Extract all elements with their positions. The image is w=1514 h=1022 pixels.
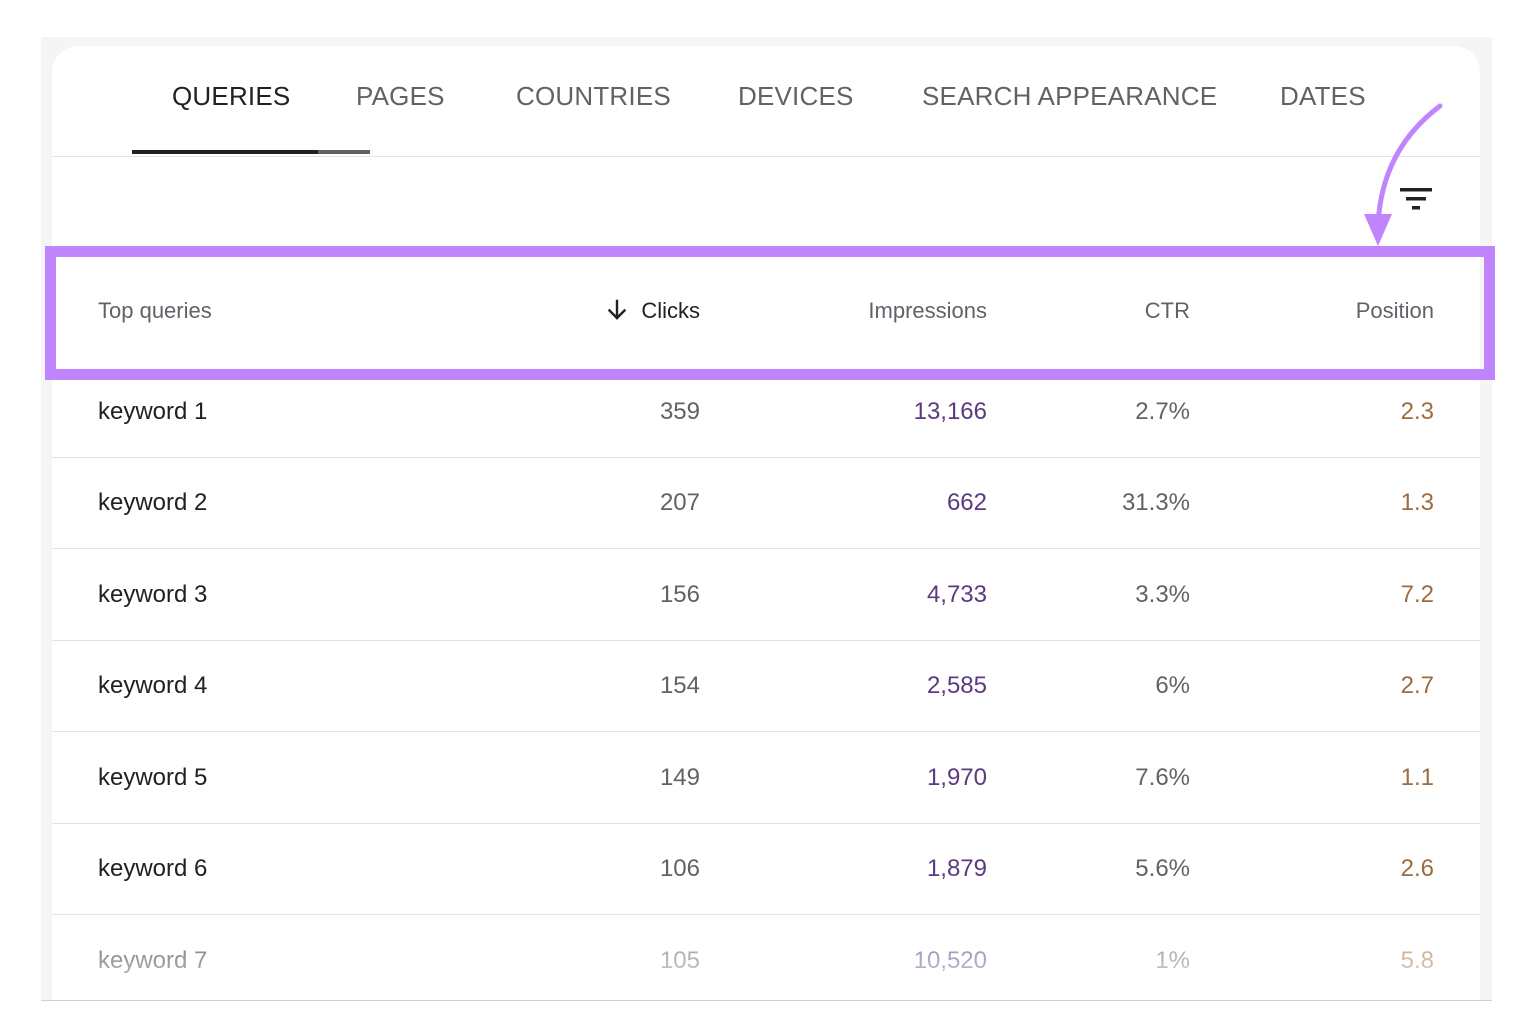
table-row[interactable]: keyword 5 149 1,970 7.6% 1.1 xyxy=(52,732,1480,824)
ctr-cell: 31.3% xyxy=(1121,489,1190,516)
table-row[interactable]: keyword 7 105 10,520 1% 5.8 xyxy=(52,915,1480,1000)
filter-rows-button[interactable] xyxy=(1394,180,1438,220)
clicks-cell: 207 xyxy=(659,489,700,516)
query-cell: keyword 7 xyxy=(98,947,208,974)
impressions-cell: 1,970 xyxy=(926,764,987,791)
table-row[interactable]: keyword 1 359 13,166 2.7% 2.3 xyxy=(52,366,1480,458)
arrow-down-icon xyxy=(608,299,627,320)
report-panel: QUERIES PAGES COUNTRIES DEVICES SEARCH A… xyxy=(41,37,1492,1001)
filter-icon xyxy=(1400,188,1432,210)
impressions-cell: 4,733 xyxy=(926,581,987,608)
tab-pages[interactable]: PAGES xyxy=(356,81,445,111)
table-row[interactable]: keyword 3 156 4,733 3.3% 7.2 xyxy=(52,549,1480,641)
table-row[interactable]: keyword 6 106 1,879 5.6% 2.6 xyxy=(52,823,1480,915)
position-cell: 5.8 xyxy=(1400,947,1434,974)
column-header-top-queries: Top queries xyxy=(98,298,212,323)
clicks-cell: 106 xyxy=(659,855,700,882)
clicks-cell: 156 xyxy=(659,581,700,608)
clicks-cell: 359 xyxy=(659,398,700,425)
performance-card: QUERIES PAGES COUNTRIES DEVICES SEARCH A… xyxy=(52,46,1480,1000)
tab-search-appearance[interactable]: SEARCH APPEARANCE xyxy=(922,81,1218,111)
clicks-cell: 154 xyxy=(659,672,700,699)
table-header: Top queries Clicks Impressions CTR Posit… xyxy=(52,261,1480,361)
position-cell: 7.2 xyxy=(1400,581,1434,608)
column-header-position[interactable]: Position xyxy=(1355,298,1434,323)
ctr-cell: 1% xyxy=(1155,947,1190,974)
query-cell: keyword 6 xyxy=(98,855,208,882)
query-cell: keyword 2 xyxy=(98,489,208,516)
clicks-cell: 149 xyxy=(659,764,700,791)
query-cell: keyword 3 xyxy=(98,581,208,608)
impressions-cell: 1,879 xyxy=(926,855,987,882)
query-cell: keyword 5 xyxy=(98,764,208,791)
column-header-ctr[interactable]: CTR xyxy=(1144,298,1190,323)
impressions-cell: 13,166 xyxy=(913,398,987,425)
impressions-cell: 10,520 xyxy=(913,947,987,974)
tab-dates[interactable]: DATES xyxy=(1280,81,1366,111)
dimension-tabs: QUERIES PAGES COUNTRIES DEVICES SEARCH A… xyxy=(52,46,1480,157)
ctr-cell: 3.3% xyxy=(1135,581,1190,608)
position-cell: 2.3 xyxy=(1400,398,1434,425)
ctr-cell: 7.6% xyxy=(1135,764,1190,791)
column-header-impressions[interactable]: Impressions xyxy=(868,298,987,323)
position-cell: 1.3 xyxy=(1400,489,1434,516)
active-tab-indicator xyxy=(132,150,370,154)
query-cell: keyword 1 xyxy=(98,398,208,425)
position-cell: 1.1 xyxy=(1400,764,1434,791)
column-header-clicks[interactable]: Clicks xyxy=(605,261,700,361)
table-row[interactable]: keyword 2 207 662 31.3% 1.3 xyxy=(52,457,1480,549)
ctr-cell: 6% xyxy=(1155,672,1190,699)
clicks-cell: 105 xyxy=(659,947,700,974)
table-row[interactable]: keyword 4 154 2,585 6% 2.7 xyxy=(52,640,1480,732)
ctr-cell: 5.6% xyxy=(1135,855,1190,882)
tab-devices[interactable]: DEVICES xyxy=(738,81,854,111)
ctr-cell: 2.7% xyxy=(1135,398,1190,425)
position-cell: 2.6 xyxy=(1400,855,1434,882)
query-cell: keyword 4 xyxy=(98,672,208,699)
column-header-clicks-label: Clicks xyxy=(641,298,700,323)
impressions-cell: 2,585 xyxy=(926,672,987,699)
position-cell: 2.7 xyxy=(1400,672,1434,699)
impressions-cell: 662 xyxy=(946,489,987,516)
tab-countries[interactable]: COUNTRIES xyxy=(516,81,671,111)
tab-queries[interactable]: QUERIES xyxy=(172,81,291,111)
